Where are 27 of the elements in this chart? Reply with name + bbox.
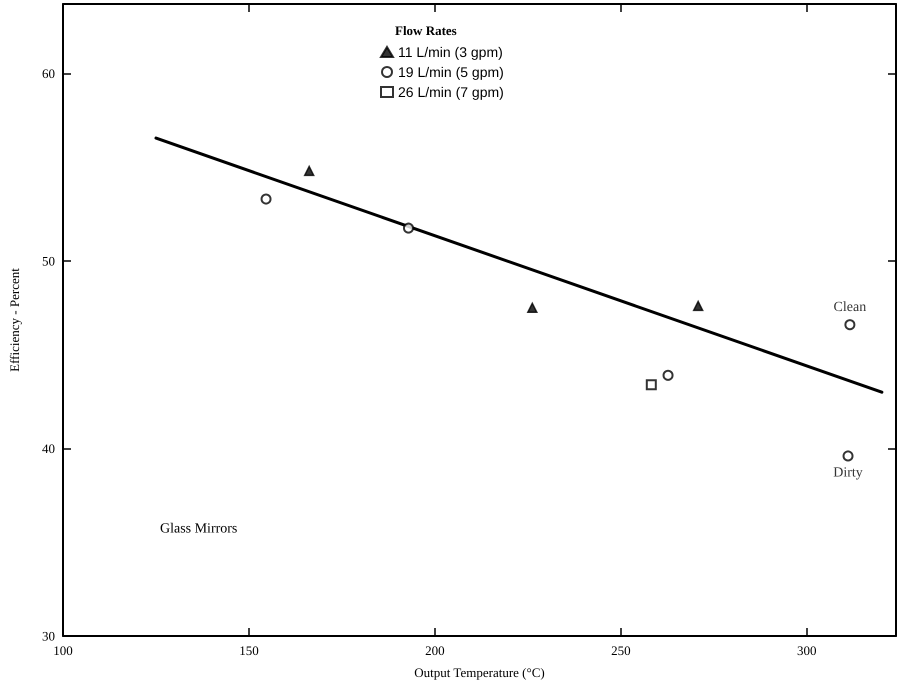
x-tick-label: 250 xyxy=(611,643,631,658)
point xyxy=(844,319,856,330)
annotation: Clean xyxy=(834,300,866,316)
point xyxy=(304,166,314,176)
legend-title: Flow Rates xyxy=(395,23,457,38)
y-tick-label: 60 xyxy=(42,66,55,81)
point xyxy=(402,222,414,234)
point xyxy=(662,370,674,381)
x-tick-label: 100 xyxy=(53,643,73,658)
annotation: Dirty xyxy=(833,465,863,480)
legend-label: 26 L/min (7 gpm) xyxy=(398,84,504,100)
legend-label: 19 L/min (5 gpm) xyxy=(398,64,504,80)
x-axis-title: Output Temperature (°C) xyxy=(414,665,545,680)
y-tick-label: 30 xyxy=(42,628,55,644)
y-axis-title: Efficiency - Percent xyxy=(7,268,22,372)
point xyxy=(260,194,272,205)
point xyxy=(842,450,854,462)
x-tick-label: 300 xyxy=(797,643,816,658)
y-tick-label: 40 xyxy=(42,440,55,456)
point xyxy=(527,302,538,314)
x-tick-label: 150 xyxy=(239,643,259,658)
point xyxy=(646,379,657,390)
annotation: Glass Mirrors xyxy=(160,522,238,536)
x-tick-label: 200 xyxy=(425,643,445,658)
point xyxy=(692,300,704,312)
legend-label: 11 L/min (3 gpm) xyxy=(398,44,503,60)
y-tick-label: 50 xyxy=(42,253,55,268)
